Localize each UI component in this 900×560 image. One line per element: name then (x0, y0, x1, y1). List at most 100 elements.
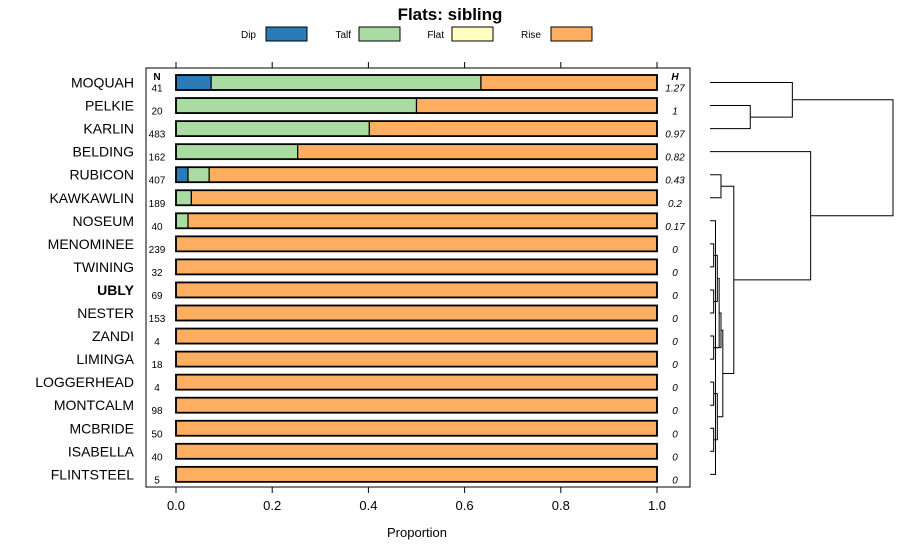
bar-outline-isabella (175, 442, 658, 460)
bar-segment-flintsteel-rise (175, 466, 658, 483)
bar-outline-belding (175, 143, 658, 161)
bar-segment-montcalm-rise (175, 397, 658, 414)
dendrogram (710, 82, 894, 475)
dendrogram-branch (792, 99, 894, 217)
bar-outline-nester (175, 304, 658, 322)
bar-outline-loggerhead (175, 373, 658, 391)
n-value-pelkie: 20 (151, 107, 163, 118)
n-value-mcbride: 50 (151, 429, 163, 440)
row-label-liminga: LIMINGA (76, 351, 134, 367)
dendrogram-branch (710, 82, 793, 118)
bar-segment-moquah-talf (210, 74, 482, 91)
bar-outline-moquah (175, 74, 658, 91)
bar-segment-menominee-rise (175, 235, 658, 252)
n-value-montcalm: 98 (151, 406, 163, 417)
h-value-pelkie: 1 (672, 107, 678, 118)
bar-segment-belding-rise (297, 143, 658, 160)
row-label-menominee: MENOMINEE (48, 236, 134, 252)
bar-segment-mcbride-rise (175, 420, 658, 437)
bar-outline-kawkawlin (175, 189, 658, 207)
bar-outline-pelkie (175, 97, 658, 114)
bar-segment-noseum-talf (175, 212, 189, 229)
row-label-ubly: UBLY (97, 282, 134, 298)
h-value-ubly: 0 (672, 291, 678, 302)
x-tick-label: 0.6 (456, 498, 474, 513)
n-value-zandi: 4 (154, 337, 160, 348)
h-value-belding: 0.82 (665, 153, 685, 164)
h-value-noseum: 0.17 (665, 222, 685, 233)
n-value-rubicon: 407 (149, 176, 166, 187)
h-value-montcalm: 0 (672, 406, 678, 417)
n-value-isabella: 40 (151, 452, 163, 463)
bar-outline-menominee (175, 235, 658, 253)
bar-outline-zandi (175, 327, 658, 345)
row-label-mcbride: MCBRIDE (69, 420, 134, 436)
legend-label-dip: Dip (241, 30, 256, 41)
h-value-nester: 0 (672, 314, 678, 325)
bar-segment-noseum-rise (187, 212, 658, 229)
legend-label-rise: Rise (521, 30, 541, 41)
legend-swatch-rise (550, 26, 593, 42)
h-value-kawkawlin: 0.2 (668, 199, 682, 210)
row-label-pelkie: PELKIE (85, 98, 134, 114)
bar-segment-kawkawlin-rise (190, 189, 658, 206)
dendrogram-branch (710, 174, 722, 199)
bar-segment-loggerhead-rise (175, 374, 658, 391)
bar-outline-rubicon (175, 166, 658, 184)
n-value-noseum: 40 (151, 222, 163, 233)
row-label-flintsteel: FLINTSTEEL (51, 466, 134, 482)
h-value-menominee: 0 (672, 245, 678, 256)
x-axis: 0.0 0.2 0.4 0.6 0.8 1.0 (167, 62, 666, 513)
bar-segment-pelkie-talf (175, 97, 418, 114)
x-tick-label: 0.0 (167, 498, 185, 513)
bar-segment-moquah-dip (175, 74, 212, 91)
bar-outline-flintsteel (175, 465, 658, 483)
legend-label-talf: Talf (335, 30, 351, 41)
dendrogram-branch (710, 427, 715, 452)
row-label-montcalm: MONTCALM (54, 397, 134, 413)
dendrogram-branch (717, 329, 724, 418)
plot-frame (145, 67, 691, 488)
n-value-belding: 162 (149, 153, 166, 164)
x-tick-label: 0.4 (359, 498, 377, 513)
n-value-menominee: 239 (149, 245, 166, 256)
n-value-flintsteel: 5 (154, 475, 160, 486)
x-tick-label: 0.8 (552, 498, 570, 513)
legend-swatch-talf (358, 26, 401, 42)
bars (175, 74, 658, 483)
bar-outline-twining (175, 258, 658, 276)
row-label-karlin: KARLIN (83, 121, 134, 137)
x-tick-label: 1.0 (648, 498, 666, 513)
chart-title: Flats: sibling (398, 5, 503, 24)
h-value-loggerhead: 0 (672, 383, 678, 394)
row-label-kawkawlin: KAWKAWLIN (49, 190, 134, 206)
row-label-noseum: NOSEUM (73, 213, 134, 229)
h-value-mcbride: 0 (672, 429, 678, 440)
row-label-isabella: ISABELLA (68, 443, 135, 459)
row-label-moquah: MOQUAH (71, 75, 134, 91)
n-value-ubly: 69 (151, 291, 163, 302)
legend: Dip Talf Flat Rise (241, 26, 593, 42)
n-value-nester: 153 (149, 314, 166, 325)
dendrogram-branch (710, 381, 715, 406)
bar-outline-ubly (175, 281, 658, 299)
h-value-moquah: 1.27 (665, 84, 685, 95)
dendrogram-branch (713, 312, 722, 349)
row-label-twining: TWINING (73, 259, 134, 275)
h-value-isabella: 0 (672, 452, 678, 463)
legend-swatch-dip (265, 26, 308, 42)
h-value-liminga: 0 (672, 360, 678, 371)
n-value-loggerhead: 4 (154, 383, 160, 394)
n-values: 41 20 483 162 407 189 40 239 32 69 153 4 18 4 98 50 40 5 (149, 84, 166, 487)
h-value-twining: 0 (672, 268, 678, 279)
bar-outline-mcbride (175, 419, 658, 437)
h-value-karlin: 0.97 (665, 130, 685, 141)
x-tick-label: 0.2 (263, 498, 281, 513)
row-label-loggerhead: LOGGERHEAD (35, 374, 134, 390)
n-value-moquah: 41 (151, 84, 163, 95)
h-value-rubicon: 0.43 (665, 176, 685, 187)
bar-segment-liminga-rise (175, 351, 658, 368)
legend-label-flat: Flat (427, 30, 444, 41)
h-values: 1.27 1 0.97 0.82 0.43 0.2 0.17 0 0 0 0 0 0 0 0 0 0 0 (665, 84, 685, 487)
